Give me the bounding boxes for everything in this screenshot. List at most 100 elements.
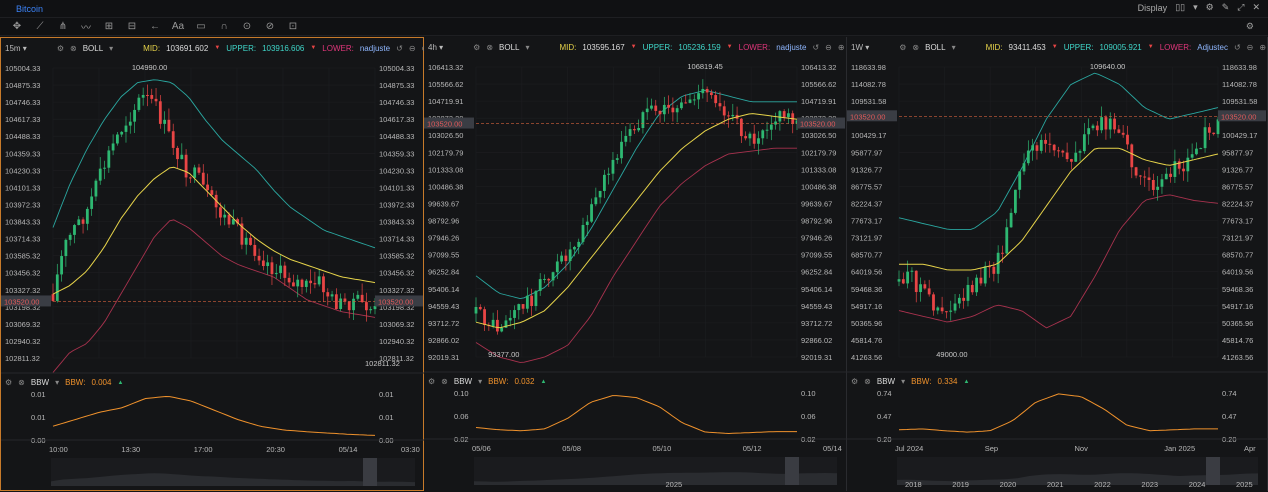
price-tick-right: 92019.31 xyxy=(801,353,832,362)
close-circle-icon[interactable]: ⊗ xyxy=(18,378,25,387)
note-icon[interactable]: ▭ xyxy=(196,21,206,32)
chevron-down-icon[interactable]: ▾ xyxy=(109,43,114,53)
close-circle-icon[interactable]: ⊗ xyxy=(69,43,77,53)
lock-icon[interactable]: ⊙ xyxy=(242,21,252,32)
price-tick-left: 73121.97 xyxy=(851,234,882,243)
chevron-down-icon[interactable]: ▾ xyxy=(55,378,60,387)
time-tick: Jan 2025 xyxy=(1164,444,1195,453)
settings-icon[interactable]: ⚙ xyxy=(428,377,436,386)
minimize-icon[interactable]: ⊖ xyxy=(408,43,416,53)
close-circle-icon[interactable]: ⊗ xyxy=(441,377,448,386)
settings-icon[interactable]: ⚙ xyxy=(851,377,859,386)
pitchfork-icon[interactable]: ⋔ xyxy=(58,21,68,32)
chevron-down-icon[interactable]: ▾ xyxy=(951,42,956,52)
close-circle-icon[interactable]: ⊗ xyxy=(912,42,920,52)
chevron-down-icon[interactable]: ▾ xyxy=(525,42,530,52)
chevron-down-icon[interactable]: ▾ xyxy=(901,377,906,386)
candle-body xyxy=(253,244,257,256)
maximize-icon[interactable]: ⊕ xyxy=(1259,42,1267,52)
price-tick-left: 98792.96 xyxy=(428,217,459,226)
maximize-icon[interactable]: ⊕ xyxy=(837,42,845,52)
timeframe-selector[interactable]: 1W ▾ xyxy=(851,42,870,52)
price-tick-left: 104359.33 xyxy=(5,149,40,158)
price-chart[interactable]: 106413.32 106413.32 105566.62 105566.62 1047… xyxy=(424,37,847,491)
price-tick-left: 104746.33 xyxy=(5,98,40,107)
arrow-icon[interactable]: ← xyxy=(150,21,160,32)
minimize-icon[interactable]: ⊖ xyxy=(1246,42,1254,52)
time-tick: 13:30 xyxy=(121,445,140,454)
candle-body xyxy=(662,104,666,115)
price-tick-left: 92019.31 xyxy=(428,353,459,362)
mid-label: MID: xyxy=(985,42,1003,52)
reset-icon[interactable]: ↺ xyxy=(396,43,403,53)
hide-icon[interactable]: ⊘ xyxy=(265,21,275,32)
candle-body xyxy=(1022,163,1026,172)
price-chart[interactable]: 105004.33 105004.33 104875.33 104875.33 1047… xyxy=(1,38,425,492)
crosshair-icon[interactable]: ✥ xyxy=(12,21,22,32)
navigator-area xyxy=(51,473,415,486)
candle-body xyxy=(731,114,735,117)
chart-pane-1w[interactable]: 1W ▾ ⚙ ⊗ BOLL ▾ MID: 93411.453 ▼ UPPER: … xyxy=(847,37,1268,491)
settings-icon[interactable]: ⚙ xyxy=(473,42,481,52)
price-tick-left: 114082.78 xyxy=(851,80,886,89)
boll-mid-line xyxy=(899,147,1219,271)
candle-body xyxy=(521,304,525,309)
candle-body xyxy=(1195,148,1198,155)
price-tick-left: 77673.17 xyxy=(851,217,882,226)
timeframe-selector[interactable]: 15m ▾ xyxy=(5,43,27,53)
candle-body xyxy=(988,266,991,268)
more-icon[interactable]: ⚙ xyxy=(1245,21,1254,31)
candle-body xyxy=(373,306,377,310)
pattern-icon[interactable]: ⊞ xyxy=(104,21,114,32)
reset-icon[interactable]: ↺ xyxy=(1233,42,1241,52)
candle-body xyxy=(478,306,482,310)
candle-body xyxy=(240,223,244,245)
price-tick-right: 102179.79 xyxy=(801,148,836,157)
navigator-handle[interactable] xyxy=(1206,457,1220,485)
lower-value: nadjuste xyxy=(359,43,391,53)
display-menu-button[interactable]: Display xyxy=(1137,2,1168,13)
candle-body xyxy=(73,225,76,235)
chart-pane-4h[interactable]: 4h ▾ ⚙ ⊗ BOLL ▾ MID: 103595.167 ▼ UPPER:… xyxy=(424,37,847,491)
candle-body xyxy=(107,150,111,168)
settings-icon[interactable]: ⚙ xyxy=(56,43,64,53)
wave-icon[interactable]: 〰 xyxy=(81,23,91,34)
reset-icon[interactable]: ↺ xyxy=(812,42,820,52)
candle-body xyxy=(641,112,645,129)
chevron-down-icon[interactable]: ▾ xyxy=(478,377,483,386)
chevron-down-icon[interactable]: ▾ xyxy=(1193,2,1198,12)
candle-body xyxy=(680,102,683,109)
trendline-icon[interactable]: ⟋ xyxy=(36,21,44,32)
settings-icon[interactable]: ⚙ xyxy=(1205,2,1214,12)
settings-icon[interactable]: ⚙ xyxy=(5,378,13,387)
settings-icon[interactable]: ⚙ xyxy=(899,42,907,52)
timeframe-selector[interactable]: 4h ▾ xyxy=(428,42,444,52)
navigator-handle[interactable] xyxy=(363,458,377,486)
candle-body xyxy=(778,111,782,122)
candle-body xyxy=(590,204,593,222)
magnet-icon[interactable]: ∩ xyxy=(220,21,228,32)
close-circle-icon[interactable]: ⊗ xyxy=(864,377,871,386)
text-tool-button[interactable]: Aa xyxy=(171,21,185,32)
layout-toggle-icon[interactable]: ▯▯ xyxy=(1175,2,1186,12)
measure-icon[interactable]: ⊟ xyxy=(127,21,137,32)
trash-icon[interactable]: ⊡ xyxy=(288,21,298,32)
close-icon[interactable]: ✕ xyxy=(1252,2,1260,12)
price-tick-left: 64019.56 xyxy=(851,268,882,277)
current-price-tag: 103520.00 xyxy=(4,297,39,306)
navigator-handle[interactable] xyxy=(785,457,799,485)
candle-body xyxy=(343,298,347,302)
close-circle-icon[interactable]: ⊗ xyxy=(486,42,494,52)
candle-body xyxy=(1186,157,1190,172)
candle-body xyxy=(564,255,568,262)
chart-pane-15m[interactable]: 15m ▾ ⚙ ⊗ BOLL ▾ MID: 103691.602 ▼ UPPER… xyxy=(0,37,428,492)
lower-label: LOWER: xyxy=(1159,42,1192,52)
fullscreen-icon[interactable]: ⤢ xyxy=(1237,2,1245,12)
edit-icon[interactable]: ✎ xyxy=(1221,2,1230,12)
minimize-icon[interactable]: ⊖ xyxy=(825,42,832,52)
candle-body xyxy=(1087,128,1091,135)
candle-body xyxy=(283,265,287,278)
price-chart[interactable]: 118633.98 118633.98 114082.78 114082.78 1095… xyxy=(847,37,1268,491)
bbw-header: ⚙ ⊗ BBW ▾ BBW: 0.334 ▲ xyxy=(851,377,969,386)
drawing-toolbar: ✥ ⟋ ⋔ 〰 ⊞ ⊟ ← Aa ▭ ∩ ⊙ ⊘ ⊡ ⚙ xyxy=(0,18,1268,36)
